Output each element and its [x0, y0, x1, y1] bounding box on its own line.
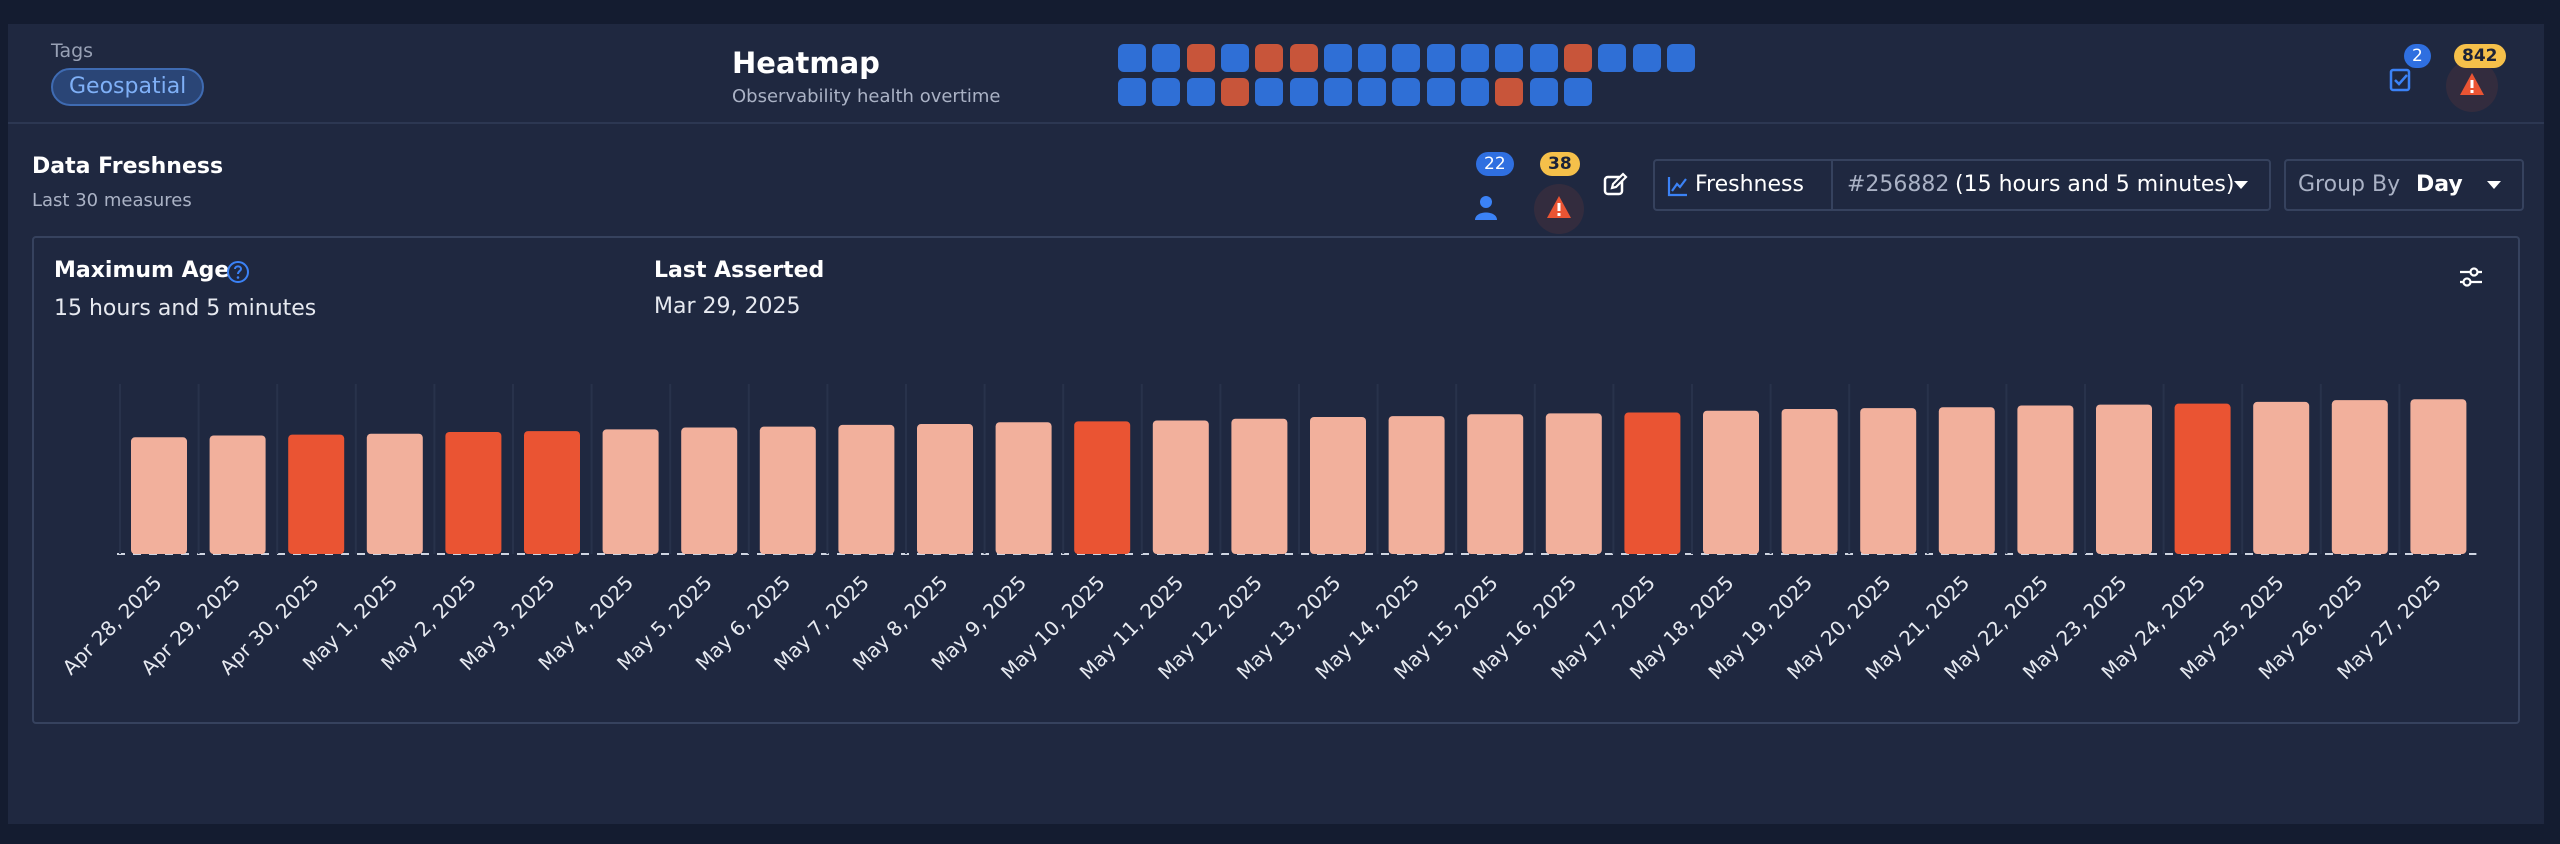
heatmap-cell[interactable]	[1323, 78, 1352, 106]
edit-icon[interactable]	[1602, 172, 1628, 198]
heatmap-cell[interactable]	[1563, 78, 1592, 106]
chart-bar[interactable]	[288, 434, 345, 554]
heatmap-cell[interactable]	[1426, 78, 1455, 106]
section-subtitle: Last 30 measures	[32, 190, 192, 211]
chart-bar[interactable]	[681, 427, 738, 554]
heatmap-cell[interactable]	[1186, 44, 1215, 72]
chart-bar[interactable]	[1074, 421, 1131, 554]
group-by-label: Group By	[2298, 172, 2401, 197]
tags-label: Tags	[51, 40, 94, 62]
section-alerts-badge: 38	[1540, 152, 1580, 176]
heatmap-cell[interactable]	[1118, 44, 1146, 72]
help-icon[interactable]	[226, 260, 250, 284]
chart-bar[interactable]	[2410, 399, 2467, 554]
metric-selector[interactable]: Freshness #256882 (15 hours and 5 minute…	[1653, 159, 2271, 211]
chart-bar[interactable]	[524, 431, 580, 554]
heatmap-subtitle: Observability health overtime	[732, 86, 1001, 107]
chart-bar[interactable]	[2331, 400, 2388, 554]
chart-bar[interactable]	[2017, 405, 2074, 554]
heatmap-cell[interactable]	[1598, 44, 1627, 72]
heatmap-cell[interactable]	[1358, 44, 1387, 72]
chart-bar[interactable]	[2253, 401, 2310, 554]
line-chart-icon	[1667, 177, 1687, 197]
heatmap-cell[interactable]	[1426, 44, 1455, 72]
max-age-value: 15 hours and 5 minutes	[54, 296, 317, 321]
users-icon[interactable]	[1472, 194, 1500, 220]
heatmap-cell[interactable]	[1392, 44, 1421, 72]
chart-bar[interactable]	[1860, 408, 1917, 554]
last-asserted-value: Mar 29, 2025	[654, 294, 801, 319]
alerts-count-badge: 842	[2454, 44, 2506, 68]
heatmap-cell[interactable]	[1220, 44, 1249, 72]
section-title: Data Freshness	[32, 154, 224, 179]
chart-bar[interactable]	[1467, 414, 1524, 554]
tasks-check-icon[interactable]	[2388, 64, 2416, 94]
tag-geospatial[interactable]: Geospatial	[51, 68, 205, 106]
heatmap-cell[interactable]	[1495, 78, 1524, 106]
heatmap-cell[interactable]	[1392, 78, 1421, 106]
users-count-badge: 22	[1476, 152, 1514, 176]
freshness-panel: Tags Geospatial Heatmap Observability he…	[8, 24, 2544, 824]
heatmap-cell[interactable]	[1152, 44, 1181, 72]
chart-bar[interactable]	[1388, 416, 1445, 554]
max-age-label: Maximum Age	[54, 258, 230, 283]
heatmap-cell[interactable]	[1529, 44, 1558, 72]
last-asserted-label: Last Asserted	[654, 258, 825, 283]
metric-type-select[interactable]: Freshness	[1655, 161, 1833, 209]
chart-bar[interactable]	[1310, 416, 1366, 554]
chart-bar[interactable]	[995, 422, 1052, 554]
tasks-count-badge: 2	[2404, 44, 2431, 68]
chart-bar[interactable]	[759, 426, 816, 554]
heatmap-cell[interactable]	[1666, 44, 1695, 72]
chevron-down-icon[interactable]	[2486, 179, 2502, 191]
chart-bar[interactable]	[1231, 418, 1288, 554]
chart-bar[interactable]	[602, 429, 659, 554]
heatmap-cell[interactable]	[1358, 78, 1387, 106]
chart-bar[interactable]	[838, 424, 895, 554]
heatmap-cell[interactable]	[1529, 78, 1558, 106]
heatmap-cell[interactable]	[1563, 44, 1592, 72]
metric-name: Freshness	[1695, 172, 1804, 197]
run-description: (15 hours and 5 minutes)	[1955, 172, 2235, 197]
chart-bar[interactable]	[1545, 413, 1602, 554]
run-id: #256882	[1847, 172, 1950, 197]
group-by-select[interactable]: Group By Day	[2284, 159, 2524, 211]
chart-bar[interactable]	[366, 433, 423, 554]
heatmap-cell[interactable]	[1255, 78, 1284, 106]
chart-bar[interactable]	[2174, 403, 2231, 554]
heatmap-cell[interactable]	[1289, 78, 1318, 106]
chevron-down-icon[interactable]	[2233, 179, 2249, 191]
chart-bar[interactable]	[445, 431, 502, 554]
heatmap-cell[interactable]	[1186, 78, 1215, 106]
settings-sliders-icon[interactable]	[2458, 264, 2484, 290]
heatmap-cell[interactable]	[1220, 78, 1249, 106]
heatmap-cell[interactable]	[1495, 44, 1524, 72]
chart-bar[interactable]	[1152, 420, 1209, 554]
chart-bar[interactable]	[1781, 408, 1838, 554]
heatmap-cell[interactable]	[1289, 44, 1318, 72]
heatmap-title: Heatmap	[732, 46, 880, 80]
chart-bar[interactable]	[1624, 412, 1681, 554]
heatmap-cell[interactable]	[1255, 44, 1284, 72]
heatmap-cell[interactable]	[1152, 78, 1181, 106]
chart-bar[interactable]	[131, 437, 187, 554]
alert-warning-icon[interactable]	[2446, 60, 2498, 112]
chart-bar[interactable]	[2096, 404, 2152, 554]
heatmap-cell[interactable]	[1461, 44, 1489, 72]
chart-bar[interactable]	[1703, 410, 1759, 554]
chart-bar[interactable]	[1938, 407, 1995, 554]
heatmap-cell[interactable]	[1632, 44, 1661, 72]
chart-bar[interactable]	[917, 424, 973, 554]
group-by-value: Day	[2416, 172, 2463, 197]
chart-card: Maximum Age 15 hours and 5 minutes Last …	[32, 236, 2520, 724]
section-alert-icon[interactable]	[1534, 184, 1584, 234]
chart-bar[interactable]	[209, 435, 266, 554]
heatmap-grid	[1118, 44, 1695, 108]
heatmap-cell[interactable]	[1461, 78, 1489, 106]
heatmap-cell[interactable]	[1323, 44, 1352, 72]
top-bar: Tags Geospatial Heatmap Observability he…	[8, 24, 2544, 124]
heatmap-cell[interactable]	[1118, 78, 1146, 106]
